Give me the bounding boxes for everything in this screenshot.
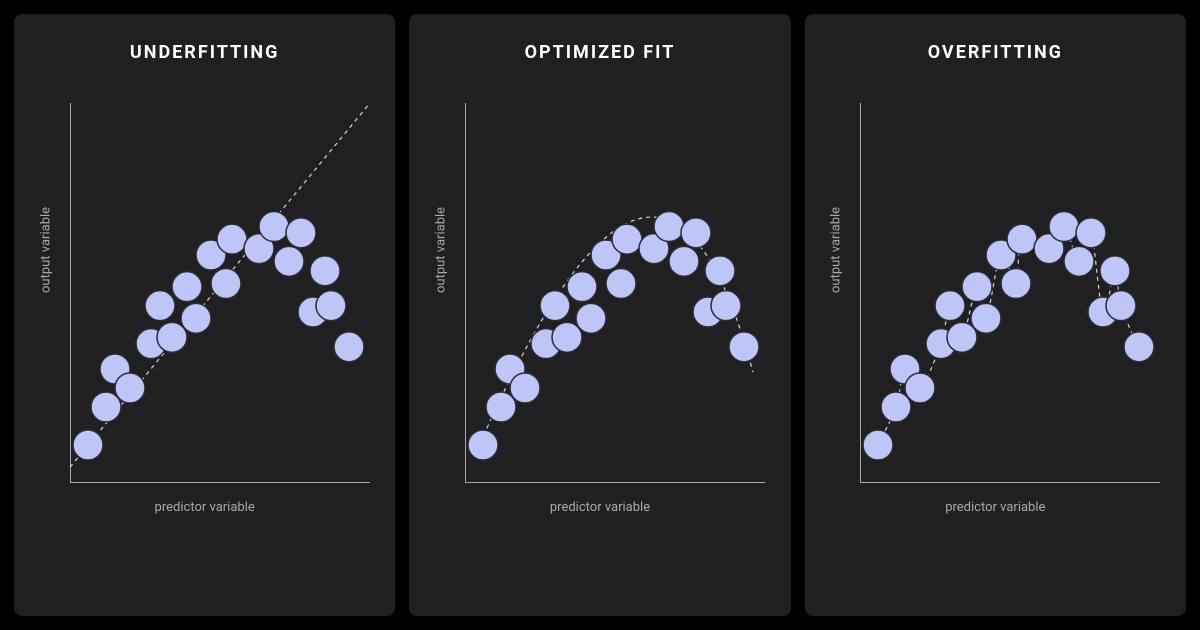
panel-title: OPTIMIZED FIT <box>525 42 676 63</box>
data-point <box>274 246 304 276</box>
data-point <box>486 392 516 422</box>
panels-row: UNDERFITTING output variable predictor v… <box>0 0 1200 630</box>
data-point <box>705 256 735 286</box>
data-point <box>606 269 636 299</box>
data-point <box>1076 218 1106 248</box>
data-point <box>881 392 911 422</box>
x-axis-label: predictor variable <box>945 500 1045 515</box>
data-point <box>172 272 202 302</box>
data-point <box>286 218 316 248</box>
data-point <box>211 269 241 299</box>
data-point <box>1049 212 1079 242</box>
data-point <box>73 430 103 460</box>
panel-overfitting: OVERFITTING output variable predictor va… <box>805 14 1186 616</box>
data-point <box>540 291 570 321</box>
data-point <box>510 373 540 403</box>
y-axis-label: output variable <box>433 207 448 293</box>
data-point <box>1064 246 1094 276</box>
data-point <box>905 373 935 403</box>
data-point <box>310 256 340 286</box>
data-point <box>711 291 741 321</box>
panel-underfitting: UNDERFITTING output variable predictor v… <box>14 14 395 616</box>
data-point <box>468 430 498 460</box>
chart-area: output variable predictor variable <box>40 103 370 483</box>
data-point <box>669 246 699 276</box>
data-point <box>729 332 759 362</box>
panel-optimized: OPTIMIZED FIT output variable predictor … <box>409 14 790 616</box>
data-point <box>962 272 992 302</box>
data-point <box>316 291 346 321</box>
data-point <box>259 212 289 242</box>
data-point <box>935 291 965 321</box>
data-point <box>1124 332 1154 362</box>
data-point <box>145 291 175 321</box>
x-axis-label: predictor variable <box>550 500 650 515</box>
data-point <box>1001 269 1031 299</box>
data-point <box>1007 224 1037 254</box>
data-point <box>681 218 711 248</box>
y-axis-label: output variable <box>829 207 844 293</box>
chart-area: output variable predictor variable <box>435 103 765 483</box>
data-point <box>947 322 977 352</box>
data-point <box>567 272 597 302</box>
data-point <box>217 224 247 254</box>
data-point <box>612 224 642 254</box>
scatter-plot <box>860 103 1160 483</box>
scatter-plot <box>70 103 370 483</box>
data-point <box>576 303 606 333</box>
data-point <box>654 212 684 242</box>
chart-area: output variable predictor variable <box>830 103 1160 483</box>
panel-title: OVERFITTING <box>928 42 1063 63</box>
data-point <box>334 332 364 362</box>
data-point <box>552 322 582 352</box>
data-point <box>1106 291 1136 321</box>
data-point <box>181 303 211 333</box>
panel-title: UNDERFITTING <box>130 42 280 63</box>
x-axis-label: predictor variable <box>155 500 255 515</box>
data-point <box>91 392 121 422</box>
data-point <box>115 373 145 403</box>
data-point <box>863 430 893 460</box>
data-point <box>971 303 1001 333</box>
data-point <box>157 322 187 352</box>
data-point <box>1100 256 1130 286</box>
scatter-plot <box>465 103 765 483</box>
y-axis-label: output variable <box>38 207 53 293</box>
